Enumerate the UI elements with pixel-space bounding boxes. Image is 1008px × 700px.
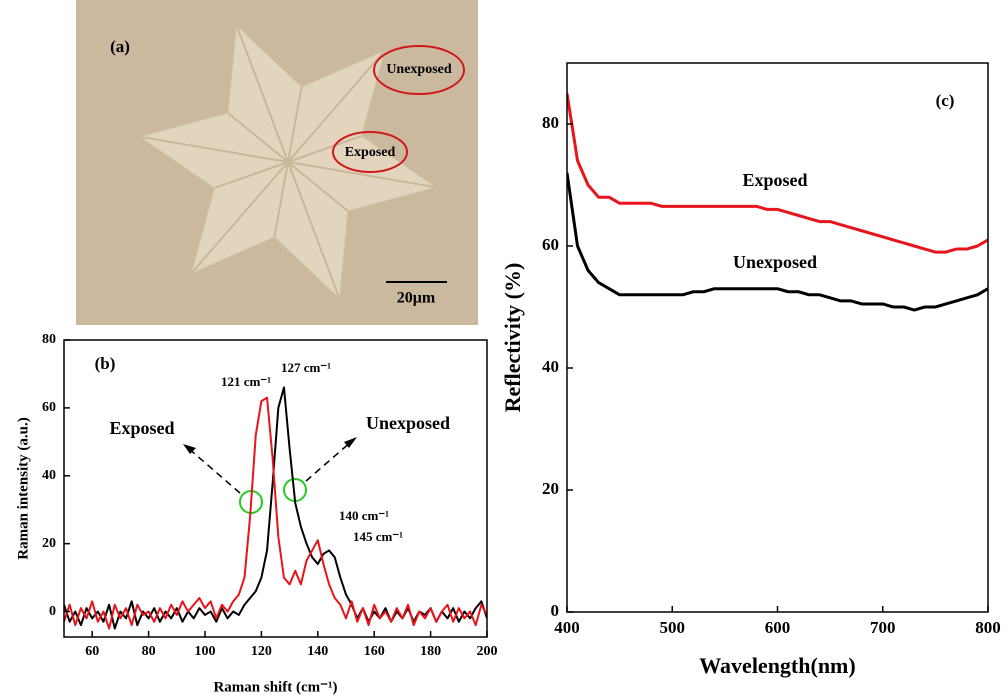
x-tick-label: 140 xyxy=(307,644,328,659)
y-tick-label: 60 xyxy=(42,400,56,415)
y-axis-title: Raman intensity (a.u.) xyxy=(15,417,31,560)
plot-frame xyxy=(566,62,989,613)
y-axis-title: Reflectivity (%) xyxy=(500,263,525,413)
data-line xyxy=(64,396,487,630)
star-ridge xyxy=(287,86,303,163)
annotation: Unexposed xyxy=(366,413,450,433)
panel-label: (b) xyxy=(95,354,116,373)
star-ridge xyxy=(227,112,289,163)
annotation: 127 cm⁻¹ xyxy=(281,360,331,375)
star-ridge xyxy=(140,135,289,163)
star-ridge xyxy=(287,161,341,299)
star-ridge xyxy=(273,161,289,238)
annotation: 121 cm⁻¹ xyxy=(221,374,271,389)
star-ridge xyxy=(287,161,349,212)
x-axis-title: Raman shift (cm⁻¹) xyxy=(213,679,337,695)
y-tick-label: 40 xyxy=(42,468,56,483)
arrow xyxy=(305,440,353,482)
annotation: Exposed xyxy=(742,170,807,190)
chart: 400 500 600 700 800 0 20 40 60 80 Wavelength(nm) Re… xyxy=(500,62,1001,678)
x-tick-label: 120 xyxy=(251,644,272,659)
micrograph: (a) Unexposed Exposed 20μm xyxy=(76,0,478,325)
x-tick-label: 700 xyxy=(870,618,896,637)
star-ridge xyxy=(287,161,436,189)
annotation: Exposed xyxy=(109,418,174,438)
star-ridge xyxy=(214,161,289,189)
x-tick-label: 500 xyxy=(660,618,686,637)
y-tick-label: 20 xyxy=(42,536,56,551)
x-tick-label: 800 xyxy=(975,618,1001,637)
raman-decorations xyxy=(183,437,357,514)
y-tick-label: 80 xyxy=(42,332,56,347)
annotation: Unexposed xyxy=(733,252,817,272)
data-line xyxy=(567,172,988,312)
x-tick-label: 60 xyxy=(85,644,99,659)
x-tick-label: 100 xyxy=(195,644,216,659)
x-tick-label: 200 xyxy=(477,644,498,659)
panel-label: (c) xyxy=(936,91,955,110)
star-ridge xyxy=(287,50,386,163)
panel-label: (a) xyxy=(110,37,130,56)
highlight-ellipse xyxy=(332,131,408,173)
arrow xyxy=(187,447,241,494)
annotation: Exposed xyxy=(345,145,396,160)
scale-label: 20μm xyxy=(397,290,436,307)
highlight-ellipse xyxy=(373,45,465,95)
arrow-head xyxy=(344,437,357,448)
x-tick-label: 600 xyxy=(765,618,791,637)
star-pattern xyxy=(139,24,437,300)
chart: 60 80 100 120 140 160 180 200 0 20 40 60 80 Raman shi… xyxy=(15,332,497,695)
annotation: 145 cm⁻¹ xyxy=(353,529,403,544)
x-axis-title: Wavelength(nm) xyxy=(699,653,855,678)
y-tick-label: 40 xyxy=(542,357,559,376)
x-tick-label: 180 xyxy=(420,644,441,659)
star-ridge xyxy=(235,25,289,163)
star-ridge xyxy=(287,135,362,163)
y-tick-label: 80 xyxy=(542,113,559,132)
y-tick-label: 0 xyxy=(49,604,56,619)
y-tick-label: 60 xyxy=(542,235,559,254)
annotation: 140 cm⁻¹ xyxy=(339,508,389,523)
y-tick-label: 0 xyxy=(551,601,560,620)
x-tick-label: 160 xyxy=(364,644,385,659)
star-ridge xyxy=(190,161,289,274)
plot-frame xyxy=(63,339,488,638)
y-tick-label: 20 xyxy=(542,479,559,498)
annotation: Unexposed xyxy=(386,62,452,77)
x-tick-label: 400 xyxy=(554,618,580,637)
x-tick-label: 80 xyxy=(142,644,156,659)
arrow-head xyxy=(183,444,196,454)
data-line xyxy=(567,93,988,254)
